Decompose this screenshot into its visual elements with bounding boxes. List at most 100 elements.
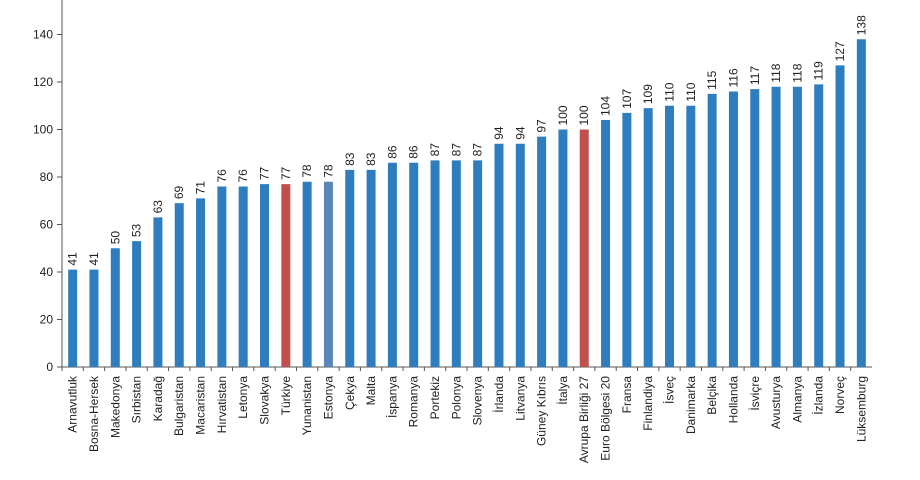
data-label: 78 <box>300 164 314 178</box>
y-tick-label: 140 <box>33 28 53 42</box>
category-label: Avusturya <box>769 376 783 429</box>
bar <box>238 186 248 367</box>
data-label: 118 <box>769 63 783 82</box>
data-label: 41 <box>87 252 101 266</box>
category-label: Karadağ <box>151 376 165 421</box>
category-label: Türkiye <box>279 376 293 416</box>
data-label: 127 <box>833 41 847 61</box>
bar <box>473 160 483 367</box>
category-label: İrlanda <box>492 376 506 413</box>
bar <box>68 269 78 367</box>
data-label: 86 <box>385 145 399 159</box>
bar <box>430 160 440 367</box>
category-label: Slovenya <box>471 376 485 426</box>
category-label: İtalya <box>556 376 570 405</box>
bar <box>771 86 781 367</box>
bar <box>579 129 589 367</box>
data-label: 94 <box>513 126 527 140</box>
category-label: Hollanda <box>726 376 740 424</box>
category-label: Polonya <box>449 376 463 420</box>
data-label: 77 <box>279 166 293 180</box>
bar <box>174 203 184 367</box>
category-label: İzlanda <box>812 376 826 415</box>
category-label: Danimarka <box>684 376 698 434</box>
bar <box>750 89 760 367</box>
category-label: Sırbistan <box>130 376 144 423</box>
bar <box>110 248 120 367</box>
bar <box>196 198 206 367</box>
category-label: Litvanya <box>513 376 527 421</box>
data-label: 41 <box>66 252 80 266</box>
bar <box>217 186 227 367</box>
bar <box>387 162 397 367</box>
data-label: 115 <box>705 70 719 89</box>
bar <box>281 184 291 367</box>
bar <box>451 160 461 367</box>
category-label: Avrupa Birliği 27 <box>577 376 591 463</box>
data-label: 104 <box>599 96 613 116</box>
y-tick-label: 120 <box>33 75 53 89</box>
category-label: Yunanistan <box>300 376 314 435</box>
data-label: 107 <box>620 89 634 109</box>
bar <box>132 241 142 367</box>
data-label: 109 <box>641 84 655 104</box>
data-label: 87 <box>428 143 442 157</box>
bar <box>728 91 738 367</box>
category-label: Estonya <box>321 376 335 420</box>
category-label: Macaristan <box>194 376 208 435</box>
y-tick-label: 100 <box>33 123 53 137</box>
category-label: Portekiz <box>428 376 442 419</box>
category-label: Almanya <box>790 376 804 423</box>
y-tick-label: 80 <box>40 170 54 184</box>
data-label: 71 <box>194 181 208 195</box>
category-label: Fransa <box>620 376 634 414</box>
data-label: 100 <box>556 105 570 125</box>
category-label: Hırvatistan <box>215 376 229 433</box>
bar <box>643 108 653 367</box>
category-label: İsviçre <box>748 376 762 411</box>
data-label: 87 <box>449 143 463 157</box>
bar <box>707 93 717 367</box>
data-label: 50 <box>108 231 122 245</box>
category-label: Güney Kıbrıs <box>535 376 549 446</box>
data-label: 78 <box>321 164 335 178</box>
data-label: 76 <box>215 169 229 183</box>
category-label: Letonya <box>236 376 250 419</box>
data-label: 97 <box>535 119 549 133</box>
category-label: İspanya <box>385 376 399 418</box>
bar <box>601 120 611 367</box>
data-label: 69 <box>172 185 186 199</box>
category-label: Malta <box>364 376 378 406</box>
category-label: Euro Bölgesi 20 <box>599 376 613 461</box>
category-label: Romanya <box>407 376 421 428</box>
bar <box>856 39 866 367</box>
y-tick-label: 20 <box>40 313 54 327</box>
category-label: Makedonya <box>108 376 122 438</box>
category-label: Belçika <box>705 376 719 415</box>
data-label: 100 <box>577 105 591 125</box>
category-label: Bosna-Hersek <box>87 375 101 452</box>
data-label: 63 <box>151 200 165 214</box>
data-label: 87 <box>471 143 485 157</box>
category-label: Slovakya <box>258 376 272 425</box>
data-label: 138 <box>854 15 868 35</box>
data-label: 116 <box>726 68 740 87</box>
category-label: Arnavutluk <box>66 375 80 433</box>
data-label: 110 <box>663 82 677 101</box>
bar <box>537 136 547 367</box>
data-label: 86 <box>407 145 421 159</box>
data-label: 83 <box>364 152 378 166</box>
bar <box>260 184 269 367</box>
y-tick-label: 40 <box>40 265 54 279</box>
bar <box>835 65 845 367</box>
bar <box>323 181 333 367</box>
bar <box>792 86 802 367</box>
category-label: Finlandiya <box>641 376 655 431</box>
bar <box>686 105 696 367</box>
data-label: 83 <box>343 152 357 166</box>
y-tick-label: 60 <box>40 218 54 232</box>
bar <box>558 129 568 367</box>
category-label: Bulgaristan <box>172 376 186 436</box>
bar <box>409 162 419 367</box>
